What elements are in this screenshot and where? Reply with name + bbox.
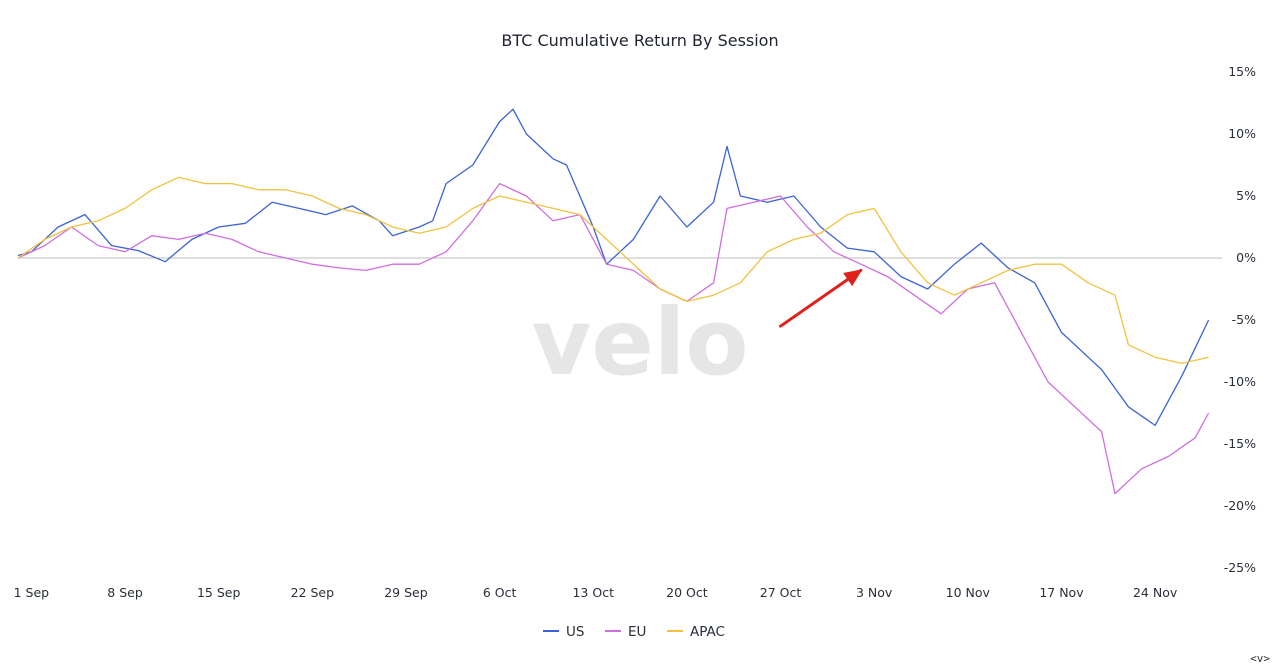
series-layer: [17, 108, 1210, 495]
y-tick-label: -10%: [1224, 374, 1256, 389]
x-tick-label: 20 Oct: [666, 585, 708, 600]
x-tick-label: 1 Sep: [14, 585, 50, 600]
corner-label[interactable]: <v>: [1250, 652, 1270, 665]
y-tick-label: -25%: [1224, 560, 1256, 575]
y-tick-label: -15%: [1224, 436, 1256, 451]
x-tick-label: 17 Nov: [1039, 585, 1084, 600]
legend-label-apac[interactable]: APAC: [690, 624, 725, 640]
x-tick-label: 10 Nov: [946, 585, 991, 600]
x-tick-label: 29 Sep: [384, 585, 428, 600]
y-tick-label: 15%: [1228, 64, 1256, 79]
legend: US EU APAC: [543, 624, 725, 640]
annotation-arrow-head: [843, 269, 863, 287]
annotation-layer: [779, 268, 863, 328]
x-tick-label: 3 Nov: [856, 585, 893, 600]
x-tick-label: 13 Oct: [572, 585, 614, 600]
chart-title: BTC Cumulative Return By Session: [501, 31, 778, 50]
velo-watermark: velo: [531, 289, 748, 396]
y-tick-label: 5%: [1236, 188, 1256, 203]
y-tick-label: 10%: [1228, 126, 1256, 141]
y-tick-label: -5%: [1232, 312, 1256, 327]
x-tick-label: 27 Oct: [760, 585, 802, 600]
y-tick-label: 0%: [1236, 250, 1256, 265]
x-tick-label: 6 Oct: [483, 585, 517, 600]
x-tick-label: 22 Sep: [291, 585, 335, 600]
x-axis: 1 Sep 8 Sep 15 Sep 22 Sep 29 Sep 6 Oct 13 Oct 2…: [14, 585, 1178, 600]
legend-label-us[interactable]: US: [566, 624, 584, 640]
x-tick-label: 8 Sep: [107, 585, 143, 600]
series-line-eu: [17, 182, 1210, 495]
series-line-apac: [17, 176, 1209, 365]
y-tick-label: -20%: [1224, 498, 1256, 513]
annotation-arrow-shaft: [779, 268, 863, 328]
y-axis: 15% 10% 5% 0% -5% -10% -15% -20% -25%: [1224, 64, 1256, 575]
x-tick-label: 24 Nov: [1133, 585, 1178, 600]
x-tick-label: 15 Sep: [197, 585, 241, 600]
legend-label-eu[interactable]: EU: [628, 624, 646, 640]
